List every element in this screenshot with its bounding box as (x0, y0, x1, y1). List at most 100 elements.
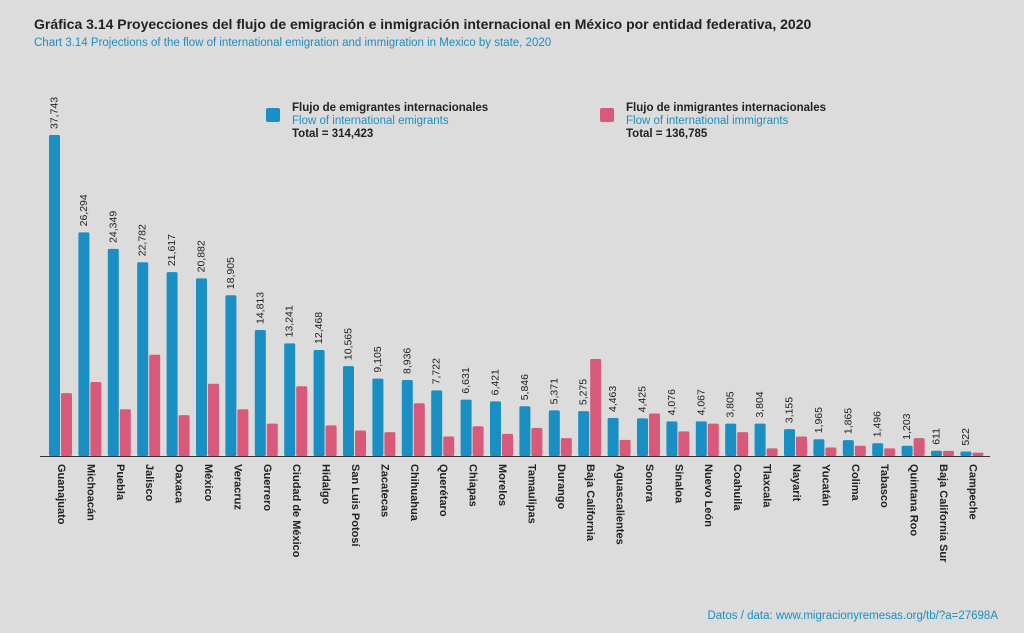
bar-emigrants-4 (166, 272, 178, 456)
value-label-emigrants-16: 5,846 (519, 374, 531, 400)
category-label-0: Guanajuato (55, 464, 67, 525)
category-label-7: Guerrero (261, 464, 273, 511)
bar-emigrants-8 (284, 343, 296, 456)
value-label-emigrants-28: 1,496 (872, 411, 884, 437)
bar-immigrants-13 (443, 436, 455, 456)
bar-immigrants-26 (825, 447, 837, 456)
value-label-emigrants-20: 4,425 (637, 386, 649, 412)
bar-immigrants-18 (590, 359, 602, 456)
x-axis-line (40, 456, 990, 457)
bar-immigrants-4 (178, 415, 190, 456)
value-label-emigrants-9: 12,468 (313, 312, 325, 344)
category-label-20: Sonora (643, 464, 655, 503)
bar-immigrants-15 (502, 433, 513, 456)
category-label-4: Oaxaca (173, 464, 185, 504)
bar-emigrants-22 (695, 421, 707, 456)
legend-immigrants-label-en: Flow of international immigrants (626, 115, 789, 127)
bar-emigrants-25 (784, 429, 795, 456)
value-label-emigrants-14: 6,631 (460, 367, 472, 393)
category-label-29: Quintana Roo (908, 464, 920, 536)
value-label-emigrants-18: 5,275 (578, 379, 590, 405)
bar-immigrants-24 (766, 448, 778, 456)
legend-immigrants: Flujo de inmigrantes internacionales Flo… (600, 102, 827, 141)
bar-emigrants-17 (548, 410, 560, 456)
bar-emigrants-9 (313, 349, 325, 456)
value-label-emigrants-27: 1,865 (842, 408, 854, 434)
value-label-emigrants-5: 20,882 (196, 240, 208, 272)
value-label-emigrants-31: 522 (960, 428, 972, 446)
bar-emigrants-28 (872, 443, 884, 456)
category-label-11: Zacatecas (378, 464, 390, 517)
bar-emigrants-13 (431, 390, 443, 456)
value-label-emigrants-1: 26,294 (78, 194, 90, 226)
category-label-28: Tabasco (878, 464, 890, 508)
bar-emigrants-15 (490, 401, 501, 456)
bar-emigrants-16 (519, 406, 531, 456)
bar-immigrants-28 (884, 448, 896, 456)
bar-immigrants-17 (560, 438, 572, 456)
bar-immigrants-14 (472, 426, 484, 456)
category-label-19: Aguascalientes (614, 464, 626, 545)
bar-emigrants-30 (931, 450, 942, 456)
bar-immigrants-27 (854, 445, 866, 456)
bar-emigrants-6 (225, 295, 237, 456)
bar-immigrants-16 (531, 427, 543, 456)
bar-immigrants-31 (972, 452, 984, 456)
bar-immigrants-12 (413, 403, 425, 456)
value-label-emigrants-30: 611 (931, 428, 943, 445)
value-label-emigrants-10: 10,565 (343, 328, 355, 360)
value-label-emigrants-25: 3,155 (784, 397, 796, 423)
bar-immigrants-20 (649, 413, 660, 456)
bar-emigrants-23 (725, 423, 737, 456)
category-label-26: Yucatán (819, 464, 831, 506)
chart-title-es: Gráfica 3.14 Proyecciones del flujo de e… (34, 16, 812, 32)
legend-emigrants-total: Total = 314,423 (292, 128, 374, 140)
category-label-27: Colima (849, 464, 861, 502)
category-label-6: Veracruz (231, 464, 243, 510)
bar-immigrants-6 (237, 409, 249, 456)
value-label-emigrants-24: 3,804 (754, 391, 766, 417)
value-label-emigrants-26: 1,965 (813, 407, 825, 433)
bar-emigrants-7 (254, 330, 266, 456)
category-label-8: Ciudad de México (290, 464, 302, 558)
bar-immigrants-11 (384, 432, 396, 456)
category-label-18: Baja California (584, 464, 596, 542)
bar-emigrants-14 (460, 399, 472, 456)
bar-emigrants-1 (78, 232, 90, 456)
value-label-emigrants-3: 22,782 (137, 224, 149, 256)
source-link[interactable]: Datos / data: www.migracionyremesas.org/… (707, 610, 998, 622)
bar-emigrants-26 (813, 439, 825, 456)
bar-immigrants-2 (119, 409, 131, 456)
category-label-9: Hidalgo (320, 464, 332, 505)
category-label-23: Coahuila (731, 464, 743, 511)
bar-immigrants-30 (943, 450, 954, 456)
value-label-emigrants-11: 9,105 (372, 346, 384, 372)
category-label-24: Tlaxcala (761, 464, 773, 508)
value-label-emigrants-17: 5,371 (548, 378, 560, 404)
bar-immigrants-22 (707, 423, 719, 456)
category-label-22: Nuevo León (702, 464, 714, 527)
bar-emigrants-19 (607, 418, 619, 456)
bar-emigrants-18 (578, 411, 590, 456)
legend-immigrants-label-es: Flujo de inmigrantes internacionales (626, 102, 827, 114)
bar-emigrants-21 (666, 421, 678, 456)
bar-emigrants-27 (842, 440, 854, 456)
value-label-emigrants-15: 6,421 (490, 369, 502, 395)
legend-emigrants-swatch (266, 108, 280, 122)
bar-emigrants-11 (372, 378, 384, 456)
value-label-emigrants-7: 14,813 (254, 292, 266, 324)
category-label-3: Jalisco (143, 464, 155, 502)
bar-immigrants-8 (296, 386, 308, 456)
value-label-emigrants-2: 24,349 (107, 211, 119, 243)
value-label-emigrants-22: 4,067 (695, 389, 707, 415)
category-label-15: Morelos (496, 464, 508, 506)
value-label-emigrants-12: 8,936 (401, 348, 413, 374)
category-label-30: Baja California Sur (937, 464, 949, 563)
category-label-12: Chihuahua (408, 464, 420, 522)
category-label-5: México (202, 464, 214, 502)
bar-emigrants-0 (49, 135, 60, 456)
bar-immigrants-9 (325, 425, 337, 456)
value-label-emigrants-13: 7,722 (431, 358, 443, 384)
legend-emigrants-label-es: Flujo de emigrantes internacionales (292, 102, 489, 114)
